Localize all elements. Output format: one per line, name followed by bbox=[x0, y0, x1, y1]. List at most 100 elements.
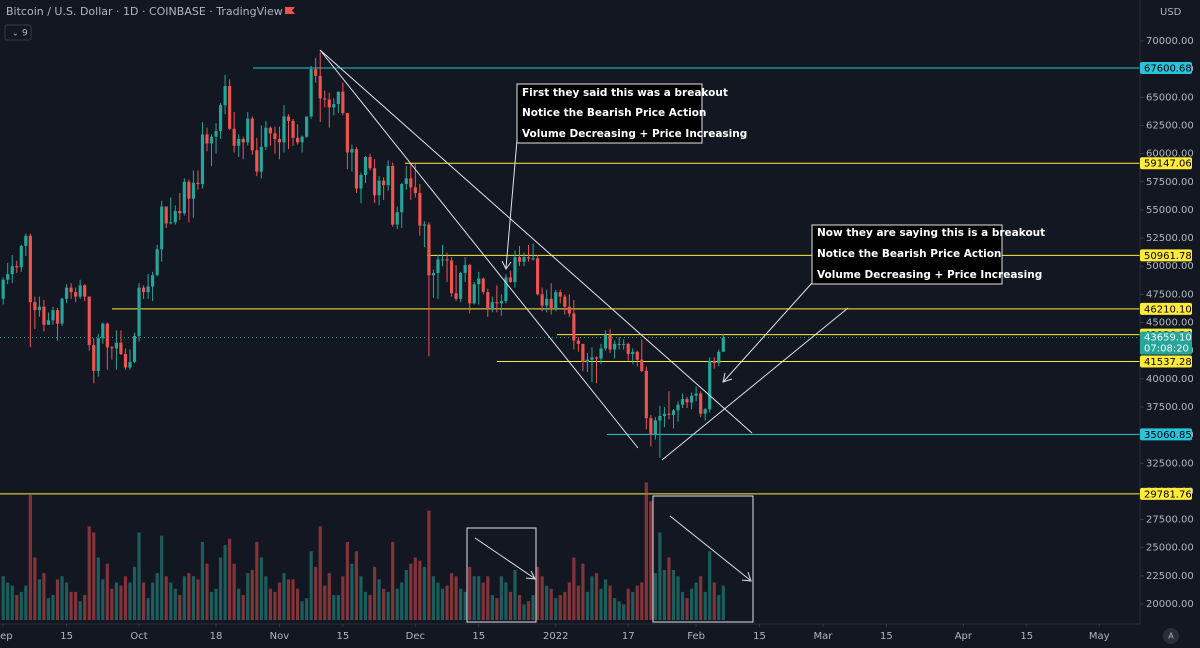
candle-body bbox=[391, 165, 395, 225]
volume-bar bbox=[644, 482, 648, 620]
volume-bar bbox=[241, 595, 245, 620]
volume-bar bbox=[78, 601, 82, 620]
currency[interactable]: USD bbox=[1160, 7, 1182, 18]
volume-bar bbox=[354, 551, 359, 620]
candle-body bbox=[608, 334, 612, 350]
annotation-line: Now they are saying this is a breakout bbox=[817, 227, 1045, 239]
volume-bar bbox=[223, 545, 227, 620]
volume-bar bbox=[513, 570, 517, 620]
candle-body bbox=[119, 342, 123, 355]
volume-bar bbox=[250, 570, 254, 620]
indicator-toggle[interactable] bbox=[4, 24, 32, 41]
volume-bar bbox=[42, 573, 46, 620]
volume-bar bbox=[558, 595, 562, 620]
candle-body bbox=[631, 351, 635, 355]
candle-body bbox=[400, 184, 404, 213]
candle-body bbox=[309, 69, 313, 117]
candle-body bbox=[694, 393, 698, 396]
candle-body bbox=[114, 342, 118, 349]
candle-body bbox=[395, 212, 399, 225]
x-tick-label: Feb bbox=[687, 631, 705, 642]
candle-body bbox=[418, 193, 422, 226]
level-label: 50961.78 bbox=[1144, 251, 1192, 262]
level-badge bbox=[1140, 355, 1192, 368]
volume-bar bbox=[191, 576, 195, 620]
volume-bar bbox=[680, 591, 685, 620]
candle-body bbox=[28, 235, 32, 303]
candle-body bbox=[341, 91, 345, 114]
candle-body bbox=[205, 134, 209, 144]
candle-body bbox=[522, 257, 526, 262]
volume-bar bbox=[436, 582, 440, 620]
candle-body bbox=[155, 249, 159, 276]
volume-bar bbox=[160, 535, 164, 620]
candle-body bbox=[196, 182, 200, 185]
volume-bar bbox=[359, 576, 363, 620]
candle-body bbox=[671, 410, 676, 415]
volume-bar bbox=[24, 585, 28, 620]
volume-bar bbox=[472, 576, 476, 620]
trendline bbox=[319, 49, 753, 434]
volume-bar bbox=[667, 557, 671, 620]
candle-body bbox=[345, 113, 349, 153]
candle-body bbox=[160, 206, 164, 250]
candle-body bbox=[477, 278, 481, 285]
level-label: 67600.68 bbox=[1144, 64, 1192, 75]
volume-bar bbox=[155, 573, 159, 620]
candle-body bbox=[191, 182, 195, 199]
candle-body bbox=[635, 351, 639, 360]
level-badge bbox=[1140, 302, 1192, 315]
volume-bar bbox=[60, 576, 64, 620]
volume-bar bbox=[37, 579, 41, 620]
volume-bar bbox=[169, 582, 173, 620]
candle-body bbox=[413, 187, 417, 194]
volume-bar bbox=[132, 566, 137, 620]
candle-body bbox=[69, 287, 73, 293]
volume-bar bbox=[33, 557, 37, 620]
x-tick-label: 15 bbox=[1020, 631, 1033, 642]
candle-body bbox=[436, 259, 440, 273]
candle-body bbox=[622, 343, 626, 345]
volume-bar bbox=[46, 598, 51, 620]
volume-bar bbox=[708, 551, 712, 620]
candle-body bbox=[495, 302, 499, 304]
volume-bar bbox=[291, 579, 295, 620]
volume-bar bbox=[110, 588, 114, 620]
arrow-head bbox=[501, 260, 512, 270]
candle-body bbox=[508, 277, 513, 282]
y-tick-label: 20000.00 bbox=[1146, 599, 1194, 610]
x-axis: Sep 15 Oct 18 Nov 15 Dec 15 2022 17 Feb 15 Mar 15 Apr 1… bbox=[0, 624, 1110, 642]
volume-bar bbox=[327, 573, 331, 620]
volume-bar bbox=[540, 576, 544, 620]
candle-body bbox=[295, 137, 300, 143]
candle-body bbox=[277, 138, 282, 143]
volume-bar bbox=[522, 604, 526, 620]
arrow bbox=[505, 139, 518, 269]
arrow bbox=[669, 515, 751, 581]
x-tick-label: Apr bbox=[955, 631, 973, 642]
volume-bar bbox=[6, 582, 10, 620]
volume-layer bbox=[1, 482, 725, 620]
volume-bar bbox=[350, 563, 354, 620]
candle-body bbox=[214, 131, 218, 137]
level-label: 29781.76 bbox=[1144, 489, 1192, 500]
volume-bar bbox=[87, 526, 91, 620]
volume-bar bbox=[481, 582, 485, 620]
level-label: 41537.28 bbox=[1144, 357, 1192, 368]
x-tick-label: 2022 bbox=[543, 631, 568, 642]
volume-bar bbox=[599, 588, 603, 620]
candle-body bbox=[472, 284, 476, 304]
volume-bar bbox=[295, 588, 300, 620]
candle-body bbox=[282, 116, 286, 143]
candle-body bbox=[563, 296, 567, 307]
volume-bar bbox=[590, 576, 594, 620]
y-tick-label: 27500.00 bbox=[1146, 515, 1194, 526]
volume-bar bbox=[28, 495, 32, 620]
candle-body bbox=[644, 370, 648, 419]
candle-body bbox=[545, 298, 549, 306]
volume-bar bbox=[517, 595, 522, 620]
volume-bar bbox=[318, 526, 322, 620]
volume-bar bbox=[300, 601, 304, 620]
autoscale-button[interactable] bbox=[1163, 628, 1179, 644]
flag-icon[interactable] bbox=[285, 7, 295, 14]
